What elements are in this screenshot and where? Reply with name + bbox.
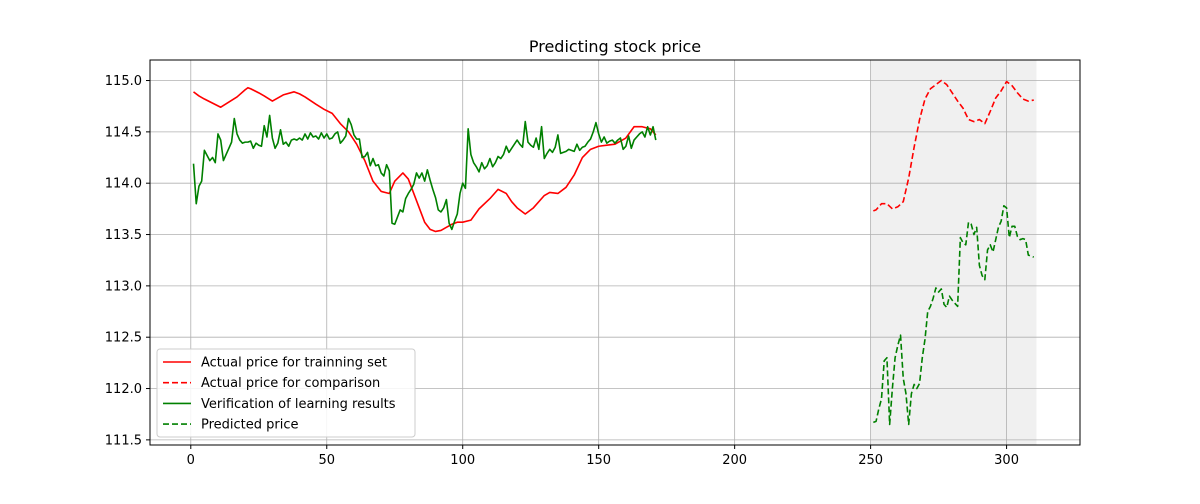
y-tick-label: 111.5 <box>105 433 142 448</box>
y-tick-label: 112.0 <box>105 382 142 397</box>
legend-label-2: Actual price for comparison <box>201 376 380 391</box>
legend-label-4: Predicted price <box>201 418 299 433</box>
x-tick-label: 100 <box>450 453 475 468</box>
series-line-1 <box>193 86 657 233</box>
y-tick-label: 114.0 <box>105 177 142 192</box>
x-tick-label: 200 <box>722 453 747 468</box>
x-tick-label: 0 <box>187 453 195 468</box>
x-tick-label: 50 <box>318 453 335 468</box>
series-line-2 <box>873 79 1034 212</box>
series-line-4 <box>873 204 1035 426</box>
legend: Actual price for trainning set Actual pri… <box>156 348 416 438</box>
plot-area: 0 50 100 150 200 250 300 111.5 112.0 112.5 113.0 11… <box>105 59 1081 468</box>
legend-label-3: Verification of learning results <box>201 397 396 412</box>
y-tick-label: 115.0 <box>105 74 142 89</box>
axes-frame <box>149 59 1081 446</box>
y-tick-label: 112.5 <box>105 331 142 346</box>
x-tick-label: 150 <box>586 453 611 468</box>
y-tick-label: 113.0 <box>105 279 142 294</box>
y-tick-label: 113.5 <box>105 228 142 243</box>
shaded-prediction-region <box>870 60 1037 445</box>
x-tick-label: 300 <box>994 453 1019 468</box>
y-tick-label: 114.5 <box>105 125 142 140</box>
chart-title: Predicting stock price <box>529 37 701 56</box>
legend-label-1: Actual price for trainning set <box>201 356 387 371</box>
series-line-3 <box>192 114 657 231</box>
x-tick-label: 250 <box>858 453 883 468</box>
legend-box <box>156 348 416 438</box>
